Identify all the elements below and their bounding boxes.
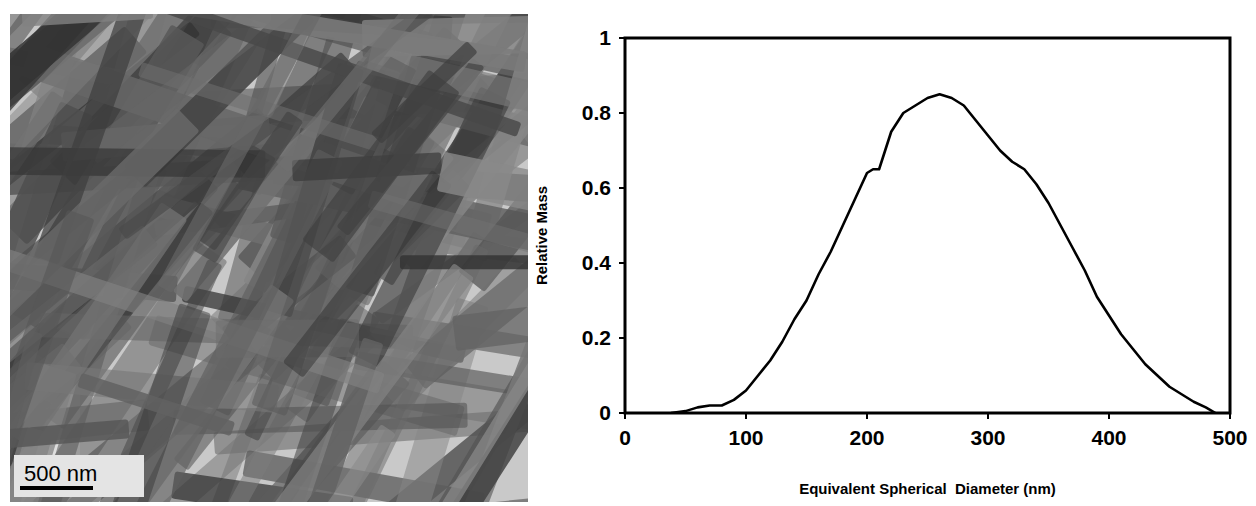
scale-bar [20, 486, 93, 490]
y-tick-label: 0 [599, 401, 611, 424]
micrograph [10, 14, 528, 502]
x-tick-label: 400 [1091, 426, 1126, 449]
nanorod [276, 14, 522, 173]
scale-bar-ground [14, 455, 144, 497]
nanorod [452, 299, 528, 351]
y-tick [619, 187, 625, 189]
x-axis-title: Equivalent Spherical Diameter (nm) [799, 480, 1056, 497]
page: {"chart_data": {"type": "line", "x_label… [0, 0, 1256, 506]
x-tick-label: 0 [619, 426, 631, 449]
x-tick-label: 500 [1212, 426, 1247, 449]
x-tick-label: 200 [849, 426, 884, 449]
x-tick [1229, 413, 1231, 419]
y-tick-label: 0.6 [582, 176, 611, 199]
y-tick [619, 37, 625, 39]
y-tick [619, 262, 625, 264]
nanorod [10, 419, 130, 450]
nanorod [163, 14, 522, 137]
y-tick-label: 1 [599, 26, 611, 49]
nanorod [400, 255, 528, 269]
nanorod [415, 284, 528, 502]
y-tick-label: 0.2 [582, 326, 611, 349]
nanorod [302, 69, 460, 262]
nanorod [437, 152, 528, 233]
y-axis-title: Relative Mass [533, 186, 550, 285]
x-tick-label: 300 [970, 426, 1005, 449]
scale-bar-label: 500 nm [24, 461, 97, 486]
x-tick [745, 413, 747, 419]
x-tick [987, 413, 989, 419]
y-tick [619, 412, 625, 414]
nanorod [21, 14, 154, 27]
nanorod [10, 210, 95, 447]
y-tick-label: 0.8 [582, 101, 612, 124]
x-tick-label: 100 [728, 426, 763, 449]
plot-marks [671, 94, 1216, 413]
x-tick [1108, 413, 1110, 419]
y-tick-label: 0.4 [582, 251, 612, 274]
plot-frame [625, 38, 1230, 413]
y-tick [619, 112, 625, 114]
x-tick [866, 413, 868, 419]
mass-curve [671, 94, 1216, 413]
nanorod [282, 424, 396, 502]
figure: 500 nm 0 100 200 300 400 500 0 0.2 0.4 0.6 0.8 1 Equi… [0, 0, 1256, 506]
y-tick [619, 337, 625, 339]
